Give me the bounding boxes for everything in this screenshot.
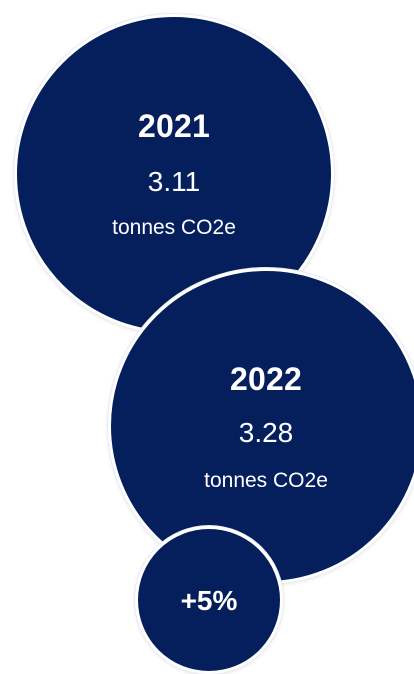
bubble-2021: 2021 3.11 tonnes CO2e xyxy=(14,14,334,334)
bubble-value: 3.11 xyxy=(147,166,201,197)
bubble-year: 2022 xyxy=(230,361,302,397)
change-badge: +5% xyxy=(135,526,283,674)
bubble-unit: tonnes CO2e xyxy=(112,216,236,239)
bubble-2022: 2022 3.28 tonnes CO2e xyxy=(108,268,414,584)
bubble-value: 3.28 xyxy=(238,417,294,448)
bubble-year: 2021 xyxy=(138,108,210,144)
change-percentage: +5% xyxy=(180,585,238,616)
bubble-unit: tonnes CO2e xyxy=(204,469,328,492)
